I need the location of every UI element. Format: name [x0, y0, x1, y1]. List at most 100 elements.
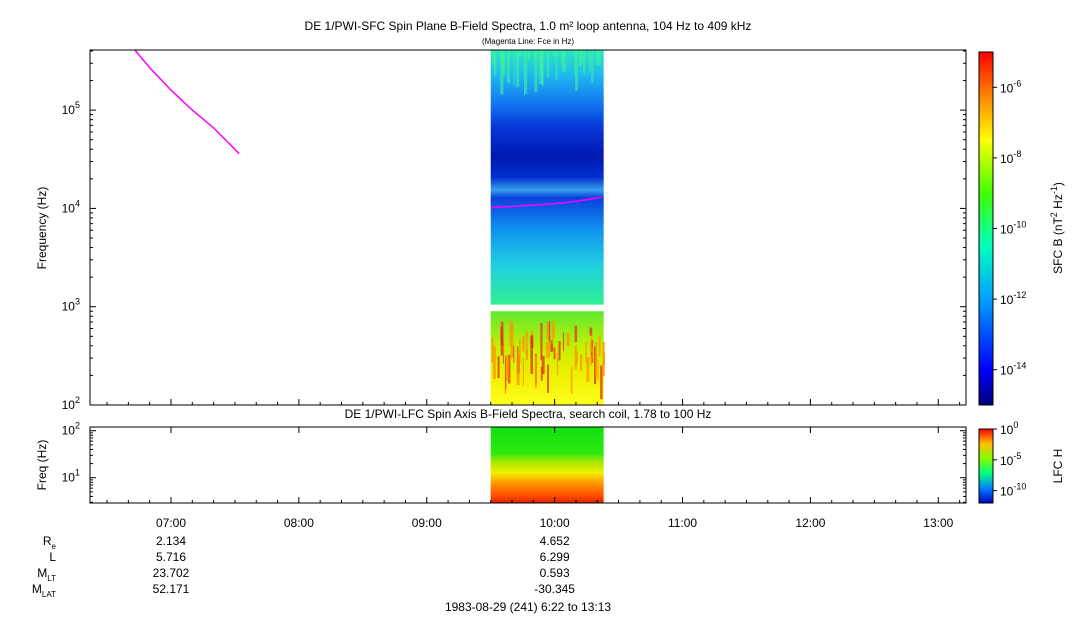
lfc-colorbar-ticks: 100 10-5 10-10 [993, 420, 1026, 499]
sfc-texture-streak [539, 50, 543, 84]
sfc-texture-streak [502, 339, 505, 355]
fce-line-segment [490, 196, 602, 209]
sfc-texture-streak [513, 50, 515, 86]
time-tick-label: 13:00 [923, 516, 953, 530]
sfc-texture-streak [506, 50, 510, 84]
lfc-colorbar: 100 10-5 10-10 LFC H [978, 420, 1065, 504]
lfc-colorbar-gradient [978, 428, 994, 504]
sfc-ytick-label: 102 [62, 395, 80, 412]
sfc-texture-streak [545, 342, 548, 351]
sfc-texture-streak [574, 325, 578, 342]
sfc-texture-streak [493, 346, 496, 379]
sfc-data-block-high [490, 50, 604, 305]
sfc-texture-streak [509, 319, 511, 346]
sfc-texture-streak [553, 320, 555, 339]
lfc-data-block [490, 427, 604, 503]
lfc-y-ticks: 101 102 [62, 421, 966, 503]
sfc-texture-streak [597, 50, 602, 66]
sfc-texture-streak [548, 321, 551, 341]
time-tick-label: 12:00 [795, 516, 825, 530]
sfc-colorbar-tick-label: 10-12 [1000, 290, 1026, 307]
sfc-ytick-label: 105 [62, 100, 80, 117]
sfc-texture-streak [516, 50, 520, 88]
sfc-texture-streak [558, 341, 561, 361]
time-range-footer: 1983-08-29 (241) 6:22 to 13:13 [445, 600, 611, 614]
ephemeris-value: -30.345 [534, 582, 575, 596]
sfc-texture-streak [492, 50, 494, 66]
ephemeris-value: 0.593 [540, 566, 570, 580]
panel1-title: DE 1/PWI-SFC Spin Plane B-Field Spectra,… [305, 19, 752, 33]
lfc-ytick-label: 101 [62, 468, 80, 485]
sfc-texture-streak [525, 331, 528, 355]
sfc-texture-streak [552, 50, 557, 57]
lfc-colorbar-tick-label: 10-5 [1000, 451, 1021, 468]
sfc-texture-streak [527, 50, 530, 61]
sfc-ytick-label: 103 [62, 297, 80, 314]
sfc-texture-streak [591, 336, 593, 352]
sfc-texture-streak [525, 350, 528, 360]
time-tick-label: 10:00 [540, 516, 570, 530]
sfc-texture-streak [585, 341, 587, 363]
sfc-texture-streak [522, 358, 524, 386]
sfc-texture-streak [555, 50, 558, 80]
sfc-texture-streak [522, 336, 525, 352]
sfc-texture-streak [602, 352, 605, 365]
ephemeris-value: 23.702 [153, 566, 190, 580]
sfc-texture-streak [505, 355, 507, 390]
sfc-texture-streak [580, 354, 583, 371]
sfc-texture-streak [501, 50, 503, 62]
sfc-texture-streak [517, 50, 522, 57]
sfc-texture-streak [591, 50, 594, 83]
sfc-texture-streak [591, 347, 593, 359]
fce-line-segment [134, 49, 240, 155]
time-tick-label: 11:00 [668, 516, 697, 530]
sfc-texture-streak [547, 364, 549, 393]
sfc-texture-streak [576, 351, 578, 364]
lfc-colorbar-label: LFC H [1051, 449, 1065, 484]
sfc-texture-streak [556, 352, 559, 375]
sfc-texture-streak [590, 355, 593, 365]
sfc-texture-streak [598, 335, 601, 357]
sfc-texture-streak [575, 50, 578, 91]
sfc-texture-streak [551, 321, 553, 344]
sfc-texture-streak [570, 367, 573, 394]
sfc-y-axis-label: Frequency (Hz) [35, 187, 49, 270]
sfc-texture-streak [553, 347, 556, 360]
ephemeris-value: 6.299 [540, 550, 570, 564]
sfc-colorbar-label: SFC B (nT2 Hz-1) [1049, 182, 1065, 274]
sfc-colorbar-ticks: 10-6 10-8 10-10 10-12 10-14 [993, 78, 1026, 378]
sfc-texture-streak [595, 50, 598, 66]
sfc-texture-streak [502, 50, 506, 76]
sfc-spectral-texture [491, 50, 605, 400]
sfc-texture-streak [586, 356, 590, 382]
ephemeris-row-label: MLT [37, 566, 56, 583]
sfc-texture-streak [524, 50, 528, 94]
time-tick-label: 08:00 [284, 516, 314, 530]
time-tick-label: 09:00 [412, 516, 442, 530]
sfc-texture-streak [597, 359, 599, 380]
sfc-texture-streak [516, 350, 520, 386]
sfc-texture-streak [600, 365, 603, 400]
sfc-plot-frame [89, 49, 967, 406]
ephemeris-value: 4.652 [540, 534, 570, 548]
ephemeris-row-label: Re [43, 534, 57, 551]
lfc-colorbar-tick-label: 100 [1000, 420, 1018, 437]
sfc-texture-streak [534, 50, 538, 93]
sfc-texture-streak [497, 356, 500, 378]
ephemeris-value: 5.716 [156, 550, 186, 564]
sfc-texture-streak [505, 355, 509, 381]
sfc-colorbar-tick-label: 10-8 [1000, 149, 1021, 166]
lfc-spectrogram-panel: 101 102 Freq (Hz) [35, 421, 967, 504]
sfc-colorbar: 10-6 10-8 10-10 10-12 10-14 SFC B (nT2 Hz-1) [978, 51, 1065, 406]
sfc-texture-streak [562, 332, 565, 352]
time-tick-label: 07:00 [156, 516, 186, 530]
lfc-ytick-label: 102 [62, 421, 80, 438]
sfc-texture-streak [510, 321, 514, 358]
sfc-texture-streak [491, 337, 494, 363]
lfc-plot-frame [89, 426, 967, 504]
sfc-texture-streak [588, 50, 591, 73]
sfc-texture-streak [519, 339, 521, 363]
sfc-ytick-label: 104 [62, 198, 80, 215]
sfc-texture-streak [546, 50, 550, 78]
